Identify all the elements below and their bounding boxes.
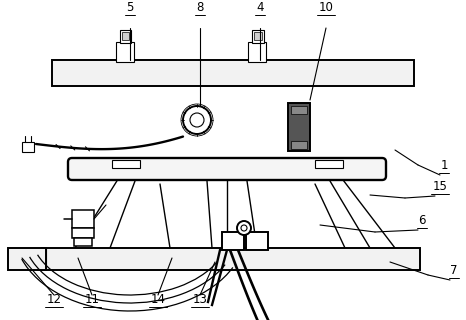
Bar (291, 141, 307, 149)
Bar (252, 30, 264, 43)
Bar (72, 210, 94, 228)
Text: 11: 11 (84, 293, 100, 306)
Text: 4: 4 (256, 1, 264, 14)
Bar (248, 42, 266, 62)
Text: 10: 10 (319, 1, 334, 14)
FancyBboxPatch shape (68, 158, 386, 180)
Text: 5: 5 (126, 1, 134, 14)
Text: 13: 13 (192, 293, 207, 306)
Text: 7: 7 (450, 264, 458, 277)
Text: 14: 14 (151, 293, 165, 306)
Circle shape (190, 113, 204, 127)
Circle shape (183, 106, 211, 134)
Bar (120, 30, 131, 43)
Bar (72, 228, 94, 238)
Bar (74, 238, 92, 246)
Bar (222, 232, 244, 250)
Text: 8: 8 (196, 1, 204, 14)
Bar (315, 160, 343, 168)
Bar (112, 160, 140, 168)
Bar (254, 32, 262, 40)
Text: 15: 15 (432, 180, 447, 193)
Bar (52, 60, 414, 86)
Bar (42, 248, 420, 270)
Bar (288, 103, 310, 151)
Bar (246, 232, 268, 250)
Bar (122, 32, 129, 40)
Text: 1: 1 (440, 159, 448, 172)
Text: 6: 6 (418, 214, 426, 227)
Bar (8, 248, 46, 270)
Circle shape (237, 221, 251, 235)
Circle shape (241, 225, 247, 231)
Text: 12: 12 (47, 293, 62, 306)
Bar (116, 42, 134, 62)
Bar (291, 106, 307, 114)
Bar (22, 142, 34, 152)
